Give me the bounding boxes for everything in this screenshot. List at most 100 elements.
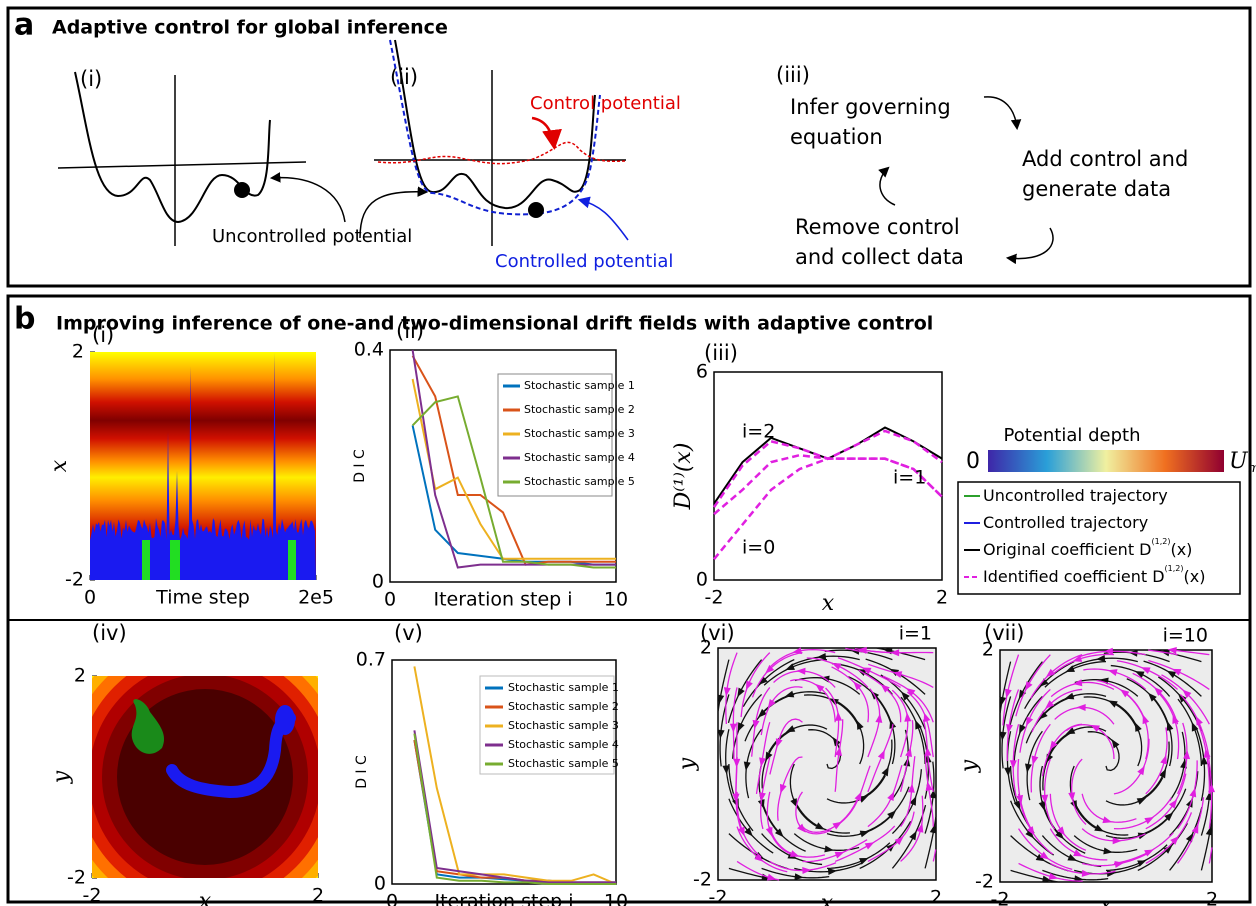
series-line bbox=[713, 457, 943, 560]
legend-tail: (x) bbox=[1184, 567, 1206, 586]
streamline bbox=[859, 739, 893, 800]
stream-arrow bbox=[1090, 724, 1100, 732]
stream-arrow bbox=[831, 663, 842, 670]
stream-arrow bbox=[1154, 687, 1164, 696]
stream-arrow bbox=[1168, 799, 1178, 809]
cycle-step: and collect data bbox=[795, 245, 964, 269]
stream-arrow bbox=[1004, 688, 1012, 699]
streamline bbox=[1196, 728, 1206, 801]
stream-arrow bbox=[907, 783, 915, 793]
stream-arrow bbox=[722, 765, 730, 775]
stream-arrow bbox=[792, 647, 802, 655]
streamline bbox=[924, 754, 934, 827]
stream-arrow bbox=[729, 723, 737, 733]
y-tick-label: 0 bbox=[696, 569, 708, 591]
legend-sup: (1,2) bbox=[1152, 537, 1171, 546]
stream-arrow bbox=[774, 828, 784, 838]
stream-arrow bbox=[1016, 794, 1024, 805]
stream-arrow bbox=[767, 699, 776, 709]
stream-arrow bbox=[752, 719, 760, 730]
stream-arrow bbox=[1039, 851, 1050, 860]
y-tick-label: 0.4 bbox=[354, 339, 384, 361]
stream-arrow bbox=[924, 746, 932, 757]
x-axis-label: x bbox=[199, 889, 212, 906]
y-tick-label: 0 bbox=[372, 571, 384, 593]
cycle-step: Infer governing bbox=[790, 95, 951, 119]
stream-arrow bbox=[815, 822, 825, 830]
controlled-trajectory bbox=[275, 705, 295, 735]
stream-arrow bbox=[1195, 716, 1203, 726]
streamline bbox=[891, 769, 923, 835]
series-line bbox=[411, 355, 616, 566]
stream-arrow bbox=[1045, 700, 1055, 709]
panel-letter: b bbox=[14, 302, 35, 337]
stream-arrow bbox=[915, 719, 922, 730]
stream-arrow bbox=[717, 729, 725, 739]
y-tick-label: 0.7 bbox=[356, 649, 386, 671]
stream-arrow bbox=[1163, 845, 1173, 854]
x-tick-label: 0 bbox=[386, 891, 398, 906]
cycle-arrow bbox=[983, 96, 1022, 131]
stream-arrow bbox=[1144, 849, 1154, 857]
cycle-arrow bbox=[1005, 227, 1054, 265]
stream-arrow bbox=[1137, 765, 1145, 776]
stream-plot bbox=[999, 647, 1216, 883]
stream-arrow bbox=[1064, 692, 1075, 700]
streamline bbox=[1070, 758, 1087, 825]
stream-arrow bbox=[1189, 787, 1197, 798]
stream-arrow bbox=[1067, 853, 1078, 861]
x-axis-label: Time step bbox=[155, 587, 250, 609]
stream-arrow bbox=[765, 826, 773, 837]
x-axis-label: x bbox=[822, 591, 835, 616]
streamline bbox=[867, 764, 903, 828]
y-tick-label: 0 bbox=[374, 873, 386, 895]
stream-arrow bbox=[765, 664, 775, 674]
stream-arrow bbox=[1025, 829, 1034, 839]
colorbar bbox=[988, 450, 1224, 472]
streamline bbox=[825, 687, 840, 758]
streamline bbox=[1177, 797, 1205, 864]
stream-arrow bbox=[1056, 826, 1066, 836]
cycle-step: Add control and bbox=[1022, 147, 1188, 171]
y-tick-label: -2 bbox=[65, 569, 84, 591]
y-axis-label: D I C bbox=[352, 449, 368, 483]
stream-arrow bbox=[1045, 668, 1056, 678]
stream-arrow bbox=[1076, 704, 1086, 712]
stream-arrow bbox=[1035, 853, 1046, 862]
uncontrolled-trajectory bbox=[288, 540, 296, 580]
stream-arrow bbox=[824, 845, 834, 853]
stream-arrow bbox=[887, 791, 895, 802]
stream-arrow bbox=[999, 696, 1007, 706]
streamline bbox=[1172, 649, 1210, 656]
panel-label: (v) bbox=[394, 621, 423, 645]
streamline bbox=[745, 728, 763, 799]
annotation: Uncontrolled potential bbox=[212, 226, 412, 247]
panel-label: (i) bbox=[92, 323, 114, 347]
stream-arrow bbox=[1167, 647, 1177, 654]
stream-arrow bbox=[1094, 824, 1104, 832]
streamline bbox=[1200, 763, 1211, 836]
stream-arrow bbox=[1128, 649, 1138, 657]
stream-arrow bbox=[1095, 654, 1106, 662]
stream-arrow bbox=[834, 851, 845, 859]
legend-tail: (x) bbox=[1170, 540, 1192, 559]
colorbar-min: 0 bbox=[966, 449, 980, 474]
annotation: Control potential bbox=[530, 93, 681, 114]
stream-arrow bbox=[1039, 678, 1049, 687]
series-line bbox=[411, 349, 616, 569]
uncontrolled-trajectory bbox=[142, 540, 150, 580]
stream-arrow bbox=[880, 684, 890, 693]
legend-label: Stochastic sample 5 bbox=[524, 475, 635, 488]
potential-curve bbox=[74, 71, 271, 224]
x-tick-label: 2 bbox=[312, 885, 324, 906]
stream-arrow bbox=[765, 751, 773, 762]
cycle-step: equation bbox=[790, 125, 883, 149]
cycle-step: Remove control bbox=[795, 215, 960, 239]
streamline bbox=[789, 763, 817, 827]
uncontrolled-trajectory bbox=[131, 699, 165, 754]
stream-arrow bbox=[1205, 826, 1213, 836]
streamline bbox=[761, 728, 795, 789]
y-tick-label: 2 bbox=[74, 665, 86, 687]
